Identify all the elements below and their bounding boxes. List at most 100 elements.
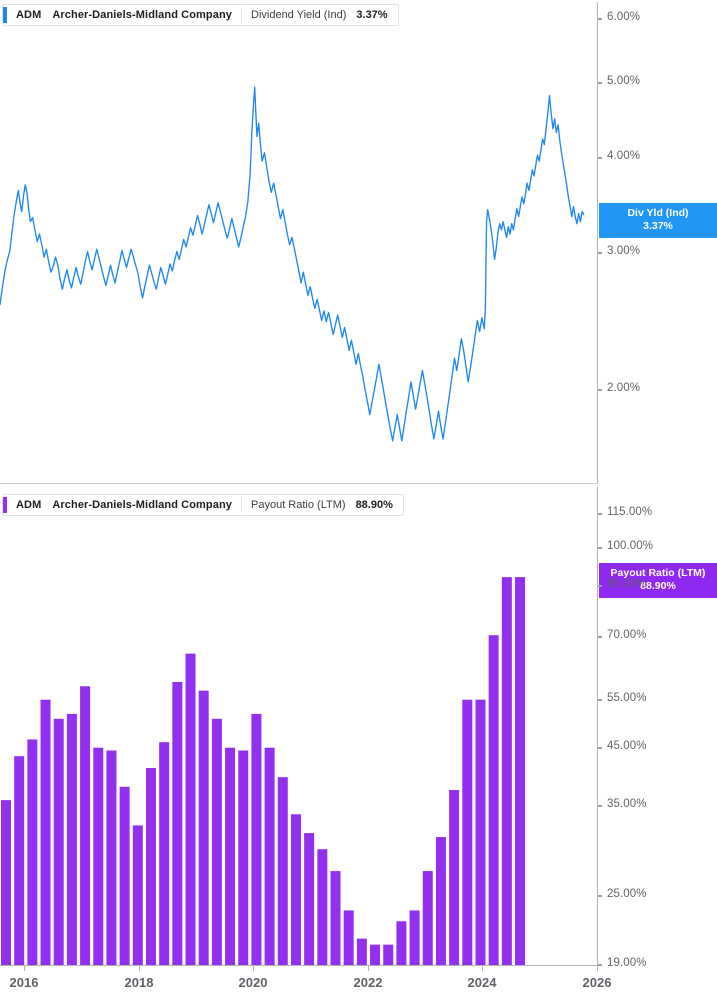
payout-ratio-bar xyxy=(40,699,51,965)
legend-metric-value: 88.90% xyxy=(355,499,393,511)
y-axis-tick-labels: 6.00% 5.00% 4.00% 3.00% 2.00% 115.00% 100.00% 8… xyxy=(598,0,717,1005)
y-axis-tick-label: 70.00% xyxy=(607,629,647,641)
payout-ratio-bar xyxy=(409,910,420,965)
y-axis-tick-label: 19.00% xyxy=(607,957,647,969)
legend-metric-name: Dividend Yield (Ind) xyxy=(251,9,347,21)
payout-ratio-bar xyxy=(106,750,117,965)
tick-mark-icon xyxy=(598,636,602,638)
tick-mark-icon xyxy=(598,252,602,254)
badge-label: Div Yld (Ind) xyxy=(627,207,689,219)
badge-label: Payout Ratio (LTM) xyxy=(610,567,706,579)
top-axis-spine xyxy=(597,2,598,483)
payout-ratio-bar-plot[interactable] xyxy=(0,484,598,965)
tick-mark-icon xyxy=(598,157,602,159)
payout-ratio-bar xyxy=(264,747,275,965)
payout-ratio-bar xyxy=(66,713,77,965)
payout-ratio-bar xyxy=(304,833,315,965)
payout-ratio-bar xyxy=(501,577,512,965)
y-axis-tick-label: 3.00% xyxy=(607,245,641,257)
series-color-swatch-icon xyxy=(3,7,7,23)
dividend-yield-line xyxy=(0,86,585,442)
x-axis-tick-label: 2024 xyxy=(467,975,497,990)
legend-payout-ratio[interactable]: ADM Archer-Daniels-Midland Company Payou… xyxy=(2,494,404,516)
x-axis-tick-label: 2022 xyxy=(353,975,383,990)
payout-ratio-pane xyxy=(0,484,598,965)
tick-mark-icon xyxy=(598,18,602,20)
payout-ratio-bar xyxy=(225,747,236,965)
payout-ratio-bar xyxy=(277,777,288,965)
payout-ratio-bar xyxy=(211,718,222,965)
badge-value: 88.90% xyxy=(640,580,676,592)
bottom-axis-spine xyxy=(597,487,598,965)
payout-ratio-bar xyxy=(475,699,486,965)
legend-ticker: ADM xyxy=(16,499,42,511)
payout-ratio-bar xyxy=(356,938,367,965)
payout-ratio-bar xyxy=(172,681,183,965)
y-axis-tick-label: 2.00% xyxy=(607,382,641,394)
payout-ratio-bar xyxy=(185,653,196,965)
payout-ratio-bar xyxy=(27,739,38,965)
payout-ratio-bar xyxy=(132,825,143,965)
y-axis-tick-label: 100.00% xyxy=(607,540,654,552)
legend-metric-value: 3.37% xyxy=(356,9,388,21)
y-axis-tick-label: 25.00% xyxy=(607,888,647,900)
payout-ratio-bar xyxy=(119,786,130,965)
payout-ratio-bar xyxy=(488,635,499,965)
tick-mark-icon xyxy=(598,547,602,549)
payout-ratio-bar xyxy=(290,814,301,965)
payout-ratio-bar xyxy=(422,871,433,965)
tick-mark-icon xyxy=(598,964,602,966)
payout-ratio-bar xyxy=(435,837,446,965)
y-axis-tick-label: 6.00% xyxy=(607,11,641,23)
payout-ratio-bar xyxy=(14,756,25,965)
x-axis-tick-label: 2020 xyxy=(238,975,268,990)
payout-ratio-bar xyxy=(343,910,354,965)
legend-dividend-yield[interactable]: ADM Archer-Daniels-Midland Company Divid… xyxy=(2,4,399,26)
payout-ratio-bar xyxy=(159,742,170,965)
payout-ratio-bar xyxy=(462,699,473,965)
payout-ratio-bar xyxy=(80,686,91,965)
payout-ratio-bar xyxy=(449,790,460,965)
legend-divider xyxy=(241,7,242,23)
payout-ratio-bar xyxy=(251,713,262,965)
y-axis-tick-label: 115.00% xyxy=(607,506,653,518)
tick-mark-icon xyxy=(598,389,602,391)
x-axis-tick-label: 2026 xyxy=(582,975,612,990)
payout-ratio-bar xyxy=(396,921,407,965)
tick-mark-icon xyxy=(598,82,602,84)
payout-ratio-bar xyxy=(317,849,328,965)
legend-metric-name: Payout Ratio (LTM) xyxy=(251,499,346,511)
payout-ratio-bar xyxy=(53,718,64,965)
legend-divider xyxy=(241,497,242,513)
x-axis-tick-label: 2018 xyxy=(124,975,154,990)
payout-ratio-bar xyxy=(515,577,526,965)
tick-mark-icon xyxy=(598,747,602,749)
tick-mark-icon xyxy=(598,699,602,701)
y-axis-tick-label: 35.00% xyxy=(607,798,647,810)
x-axis-line xyxy=(0,965,598,966)
x-axis-tick-label: 2016 xyxy=(9,975,39,990)
payout-ratio-bar xyxy=(145,767,156,965)
tick-mark-icon xyxy=(598,513,602,515)
tick-mark-icon xyxy=(598,805,602,807)
dividend-yield-pane xyxy=(0,0,598,483)
current-value-badge-dividend-yield: Div Yld (Ind) 3.37% xyxy=(599,203,717,238)
current-value-badge-payout-ratio: Payout Ratio (LTM) 88.90% xyxy=(599,563,717,598)
badge-value: 3.37% xyxy=(643,220,673,232)
legend-company-name: Archer-Daniels-Midland Company xyxy=(52,499,232,511)
legend-company-name: Archer-Daniels-Midland Company xyxy=(52,9,232,21)
y-axis-tick-label: 45.00% xyxy=(607,740,647,752)
pane-divider xyxy=(0,483,598,484)
payout-ratio-bar xyxy=(383,944,394,965)
dividend-yield-line-plot[interactable] xyxy=(0,0,598,483)
y-axis-tick-label: 55.00% xyxy=(607,692,647,704)
payout-ratio-bar xyxy=(330,871,341,965)
x-axis-tick-labels: 2016 2018 2020 2022 2024 2026 xyxy=(0,965,717,1005)
payout-ratio-bar xyxy=(93,747,104,965)
y-axis-tick-label: 4.00% xyxy=(607,150,641,162)
payout-ratio-bar xyxy=(1,800,11,965)
payout-ratio-bar xyxy=(238,750,249,965)
legend-ticker: ADM xyxy=(16,9,42,21)
y-axis-tick-label: 5.00% xyxy=(607,75,641,87)
